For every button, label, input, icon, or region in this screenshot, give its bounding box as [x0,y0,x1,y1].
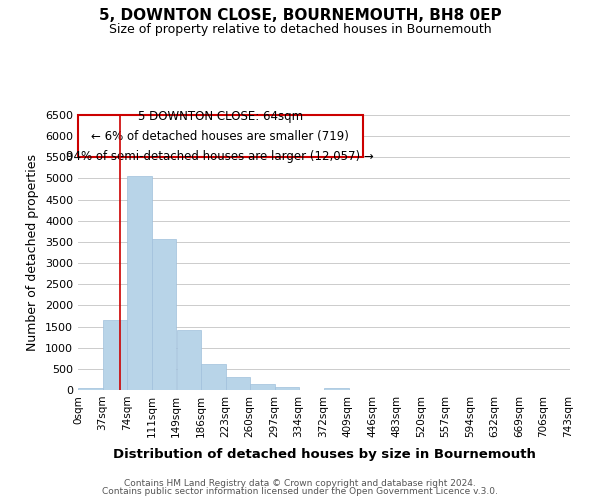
Text: 5 DOWNTON CLOSE: 64sqm
← 6% of detached houses are smaller (719)
94% of semi-det: 5 DOWNTON CLOSE: 64sqm ← 6% of detached … [67,110,374,162]
Bar [176,330,201,390]
Bar [275,387,299,390]
X-axis label: Distribution of detached houses by size in Bournemouth: Distribution of detached houses by size … [113,448,535,461]
Bar [152,238,176,390]
Bar [78,388,103,390]
Text: Contains HM Land Registry data © Crown copyright and database right 2024.: Contains HM Land Registry data © Crown c… [124,478,476,488]
FancyBboxPatch shape [78,115,363,158]
Y-axis label: Number of detached properties: Number of detached properties [26,154,40,351]
Bar [226,378,250,390]
Bar [127,176,152,390]
Bar [103,320,127,390]
Bar [250,384,275,390]
Bar [201,364,226,390]
Text: Contains public sector information licensed under the Open Government Licence v.: Contains public sector information licen… [102,487,498,496]
Text: Size of property relative to detached houses in Bournemouth: Size of property relative to detached ho… [109,22,491,36]
Bar [325,388,349,390]
Text: 5, DOWNTON CLOSE, BOURNEMOUTH, BH8 0EP: 5, DOWNTON CLOSE, BOURNEMOUTH, BH8 0EP [98,8,502,22]
